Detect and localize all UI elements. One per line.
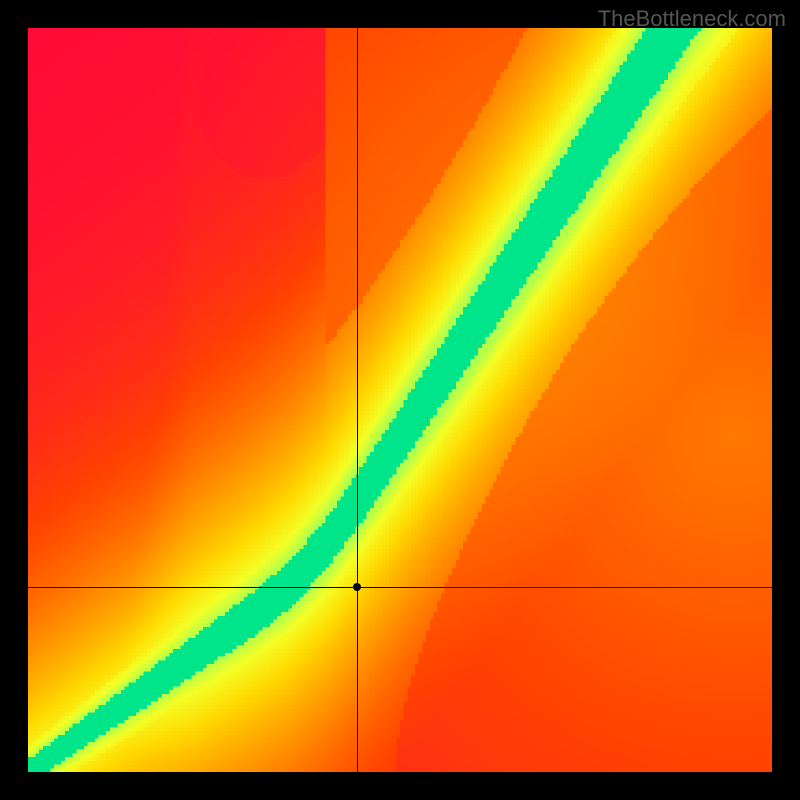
frame-right [772,0,800,800]
crosshair-vertical [357,28,358,772]
frame-left [0,0,28,800]
crosshair-marker [353,583,361,591]
attribution-text: TheBottleneck.com [598,6,786,32]
crosshair-horizontal [28,587,772,588]
bottleneck-heatmap [28,28,772,772]
frame-bottom [0,772,800,800]
